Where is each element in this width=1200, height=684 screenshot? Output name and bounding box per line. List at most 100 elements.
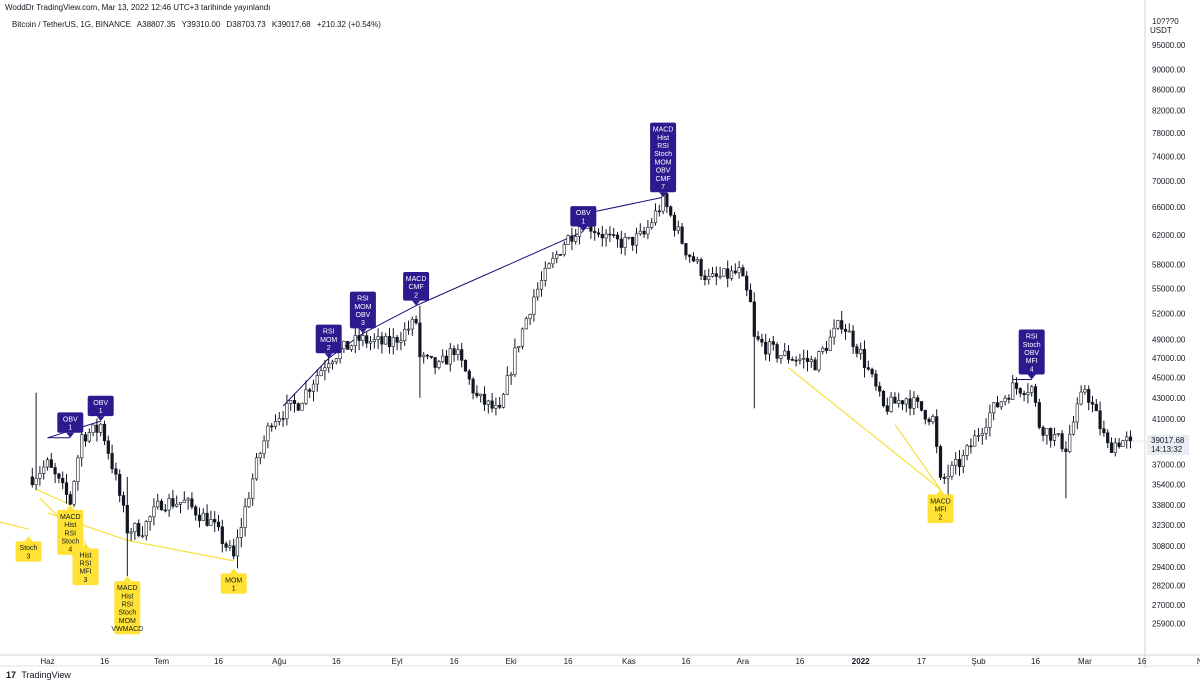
candle-up[interactable] — [228, 545, 232, 548]
candle-up[interactable] — [91, 424, 95, 433]
candle-up[interactable] — [984, 427, 988, 434]
candle-down[interactable] — [118, 474, 122, 496]
candle-down[interactable] — [923, 410, 927, 420]
candle-down[interactable] — [957, 459, 962, 468]
candle-up[interactable] — [524, 318, 528, 330]
candle-down[interactable] — [296, 403, 300, 411]
candle-down[interactable] — [197, 514, 202, 521]
candle-down[interactable] — [482, 393, 487, 405]
candle-up[interactable] — [144, 521, 148, 537]
candle-down[interactable] — [475, 392, 479, 397]
candle-up[interactable] — [501, 394, 506, 408]
candle-down[interactable] — [1014, 382, 1019, 389]
candle-down[interactable] — [680, 226, 684, 244]
candle-up[interactable] — [695, 259, 699, 262]
candle-down[interactable] — [764, 341, 768, 355]
candle-down[interactable] — [786, 350, 791, 360]
candle-up[interactable] — [1121, 440, 1125, 447]
candle-down[interactable] — [726, 268, 730, 279]
candle-up[interactable] — [737, 267, 741, 274]
candle-up[interactable] — [1125, 436, 1129, 441]
candle-down[interactable] — [190, 498, 194, 508]
candle-up[interactable] — [912, 397, 916, 409]
candle-down[interactable] — [205, 512, 209, 526]
candlesticks[interactable] — [30, 188, 1133, 577]
candle-down[interactable] — [840, 320, 844, 330]
candle-down[interactable] — [95, 424, 99, 433]
candle-up[interactable] — [410, 318, 414, 330]
candle-down[interactable] — [308, 389, 312, 392]
candle-up[interactable] — [456, 349, 460, 355]
candle-down[interactable] — [395, 337, 399, 343]
candle-up[interactable] — [133, 523, 137, 533]
candle-up[interactable] — [729, 270, 734, 279]
candle-down[interactable] — [612, 234, 616, 236]
candle-down[interactable] — [684, 243, 688, 256]
candle-down[interactable] — [771, 341, 775, 345]
candle-down[interactable] — [49, 459, 53, 468]
candle-up[interactable] — [140, 535, 145, 538]
candle-up[interactable] — [148, 516, 152, 522]
candle-up[interactable] — [574, 236, 578, 242]
candle-up[interactable] — [718, 275, 722, 278]
candle-up[interactable] — [376, 336, 380, 340]
candle-up[interactable] — [889, 396, 893, 412]
candle-up[interactable] — [528, 314, 532, 320]
candle-up[interactable] — [1083, 389, 1087, 393]
candle-up[interactable] — [247, 498, 251, 508]
candle-down[interactable] — [30, 476, 34, 485]
bearish-divergence-label[interactable]: OBV 1 — [57, 412, 84, 438]
candle-up[interactable] — [965, 445, 969, 456]
candle-up[interactable] — [551, 258, 555, 265]
candle-up[interactable] — [178, 502, 183, 505]
candle-up[interactable] — [391, 337, 395, 348]
candle-up[interactable] — [505, 375, 509, 395]
candle-down[interactable] — [1064, 448, 1068, 452]
candle-down[interactable] — [862, 349, 867, 368]
candle-up[interactable] — [767, 341, 772, 355]
candle-up[interactable] — [277, 418, 281, 422]
candle-up[interactable] — [532, 296, 536, 315]
candle-down[interactable] — [733, 270, 737, 274]
candle-down[interactable] — [444, 355, 449, 365]
candle-down[interactable] — [61, 477, 65, 484]
candle-up[interactable] — [950, 464, 954, 477]
candle-down[interactable] — [699, 259, 703, 277]
candle-down[interactable] — [596, 232, 601, 235]
candle-up[interactable] — [486, 400, 490, 405]
candle-up[interactable] — [175, 503, 179, 507]
candle-up[interactable] — [239, 527, 243, 538]
candle-up[interactable] — [1003, 397, 1007, 403]
candle-down[interactable] — [969, 445, 973, 448]
candle-up[interactable] — [1068, 433, 1072, 452]
candle-up[interactable] — [543, 267, 547, 281]
candle-down[interactable] — [657, 210, 661, 213]
candle-down[interactable] — [558, 254, 563, 256]
candle-down[interactable] — [600, 234, 604, 239]
candle-down[interactable] — [292, 400, 297, 404]
candle-up[interactable] — [273, 421, 278, 427]
candle-up[interactable] — [566, 235, 570, 245]
candle-down[interactable] — [748, 289, 753, 303]
candle-down[interactable] — [1087, 389, 1091, 403]
candle-up[interactable] — [828, 336, 832, 351]
candle-up[interactable] — [517, 345, 521, 349]
candle-down[interactable] — [1022, 392, 1026, 396]
candle-up[interactable] — [520, 328, 525, 347]
candle-up[interactable] — [403, 328, 407, 342]
candle-up[interactable] — [1052, 434, 1057, 441]
candle-up[interactable] — [156, 500, 160, 508]
candle-down[interactable] — [938, 446, 943, 478]
tradingview-footer[interactable]: 17 TradingView — [6, 668, 71, 682]
candle-up[interactable] — [42, 466, 46, 474]
candle-down[interactable] — [137, 523, 141, 537]
candle-up[interactable] — [243, 506, 247, 528]
candle-up[interactable] — [384, 336, 388, 345]
candle-up[interactable] — [817, 351, 821, 371]
candle-down[interactable] — [110, 453, 114, 470]
candle-down[interactable] — [68, 494, 72, 505]
